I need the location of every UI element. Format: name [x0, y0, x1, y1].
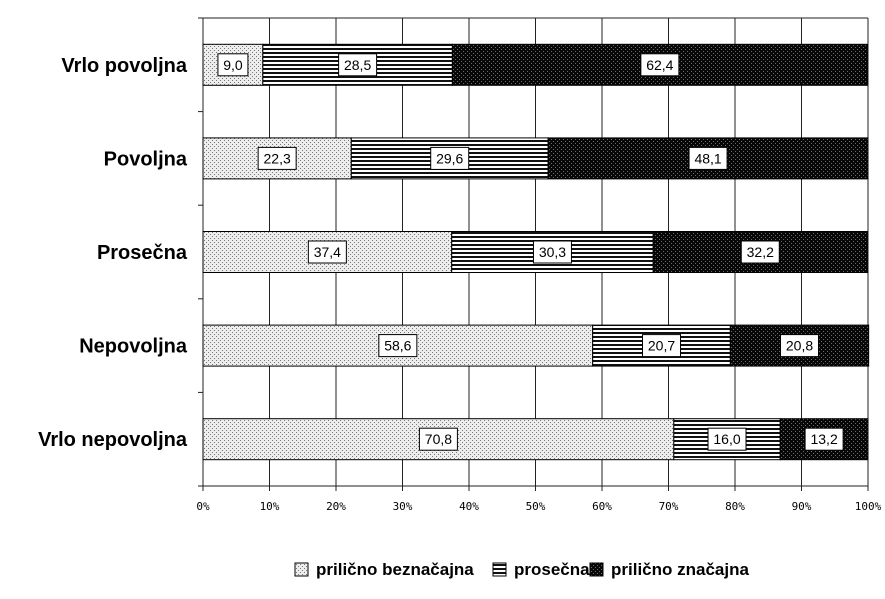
category-label-nepovoljna: Nepovoljna: [79, 336, 188, 358]
data-label-box-povoljna-prosecna: [430, 146, 470, 170]
x-tick-label-5: 50%: [526, 500, 546, 513]
data-label-box-vrlo-nepovoljna-prilicno-beznacajna: [418, 427, 458, 451]
x-tick-label-7: 70%: [659, 500, 679, 513]
data-label-povoljna-prilicno-znacajna: 48,1: [694, 150, 721, 166]
data-label-nepovoljna-prosecna: 20,7: [648, 338, 675, 354]
data-label-box-vrlo-nepovoljna-prosecna: [707, 427, 747, 451]
data-label-box-vrlo-povoljna-prilicno-beznacajna: [217, 53, 249, 77]
data-label-prosecna-prilicno-beznacajna: 37,4: [314, 244, 341, 260]
data-label-vrlo-nepovoljna-prilicno-beznacajna: 70,8: [425, 431, 452, 447]
x-tick-label-9: 90%: [792, 500, 812, 513]
bars: 9,0 28,5 62,4 22,3 29,6 48,1 37,4 30,3 32,2 58,6 2…: [202, 43, 870, 461]
data-label-box-nepovoljna-prosecna: [642, 334, 682, 358]
x-tick-label-4: 40%: [459, 500, 479, 513]
legend-swatch-prilicno-znacajna: [589, 562, 604, 577]
data-label-box-prosecna-prilicno-znacajna: [740, 240, 780, 264]
x-tick-label-2: 20%: [326, 500, 346, 513]
data-label-vrlo-nepovoljna-prosecna: 16,0: [713, 431, 740, 447]
data-label-box-povoljna-prilicno-znacajna: [688, 146, 728, 170]
data-label-vrlo-nepovoljna-prilicno-znacajna: 13,2: [810, 431, 837, 447]
category-label-vrlo-nepovoljna: Vrlo nepovoljna: [38, 429, 188, 451]
legend-swatch-prilicno-beznacajna: [294, 562, 309, 577]
x-tick-labels: 0% 10% 20% 30% 40% 50% 60% 70% 80% 90% 100%: [196, 500, 881, 513]
data-label-box-vrlo-povoljna-prilicno-znacajna: [640, 53, 680, 77]
x-tick-label-1: 10%: [260, 500, 280, 513]
category-label-povoljna: Povoljna: [104, 148, 188, 170]
category-label-prosecna: Prosečna: [97, 242, 188, 264]
legend-label-prilicno-beznacajna: prilično beznačajna: [316, 560, 474, 579]
legend-label-prosecna: prosečna: [514, 560, 590, 579]
x-tick-label-8: 80%: [725, 500, 745, 513]
data-label-box-nepovoljna-prilicno-beznacajna: [378, 334, 418, 358]
legend-swatch-prosecna: [492, 562, 507, 577]
data-label-vrlo-povoljna-prilicno-znacajna: 62,4: [646, 57, 673, 73]
data-label-nepovoljna-prilicno-beznacajna: 58,6: [384, 338, 411, 354]
data-label-prosecna-prilicno-znacajna: 32,2: [747, 244, 774, 260]
legend-label-prilicno-znacajna: prilično značajna: [611, 560, 749, 579]
data-label-prosecna-prosecna: 30,3: [539, 244, 566, 260]
data-label-vrlo-povoljna-prilicno-beznacajna: 9,0: [223, 57, 243, 73]
category-label-vrlo-povoljna: Vrlo povoljna: [61, 55, 187, 77]
x-tick-label-6: 60%: [592, 500, 612, 513]
data-label-box-vrlo-povoljna-prosecna: [338, 53, 378, 77]
legend: prilično beznačajna prosečna prilično znač…: [294, 560, 749, 579]
data-label-povoljna-prosecna: 29,6: [436, 150, 463, 166]
data-label-box-prosecna-prosecna: [532, 240, 572, 264]
data-label-box-vrlo-nepovoljna-prilicno-znacajna: [804, 427, 844, 451]
x-tick-label-0: 0%: [196, 500, 210, 513]
data-label-box-prosecna-prilicno-beznacajna: [307, 240, 347, 264]
category-labels: Vrlo povoljna Povoljna Prosečna Nepovoljna V…: [38, 55, 188, 451]
data-label-box-nepovoljna-prilicno-znacajna: [780, 334, 820, 358]
x-tick-label-10: 100%: [855, 500, 882, 513]
data-label-vrlo-povoljna-prosecna: 28,5: [344, 57, 371, 73]
x-tick-label-3: 30%: [393, 500, 413, 513]
data-label-povoljna-prilicno-beznacajna: 22,3: [264, 150, 291, 166]
data-label-box-povoljna-prilicno-beznacajna: [257, 146, 297, 170]
data-label-nepovoljna-prilicno-znacajna: 20,8: [786, 338, 813, 354]
